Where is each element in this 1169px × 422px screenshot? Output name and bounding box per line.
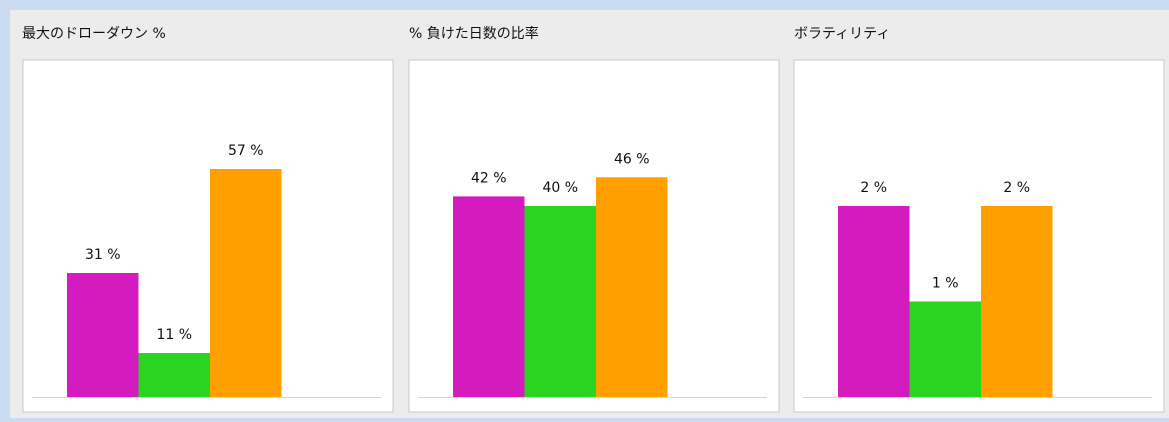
value-label: 2 % <box>860 180 887 196</box>
chart-title: 最大のドローダウン % <box>22 26 166 42</box>
value-label: 1 % <box>932 275 959 291</box>
bar <box>453 196 525 397</box>
bar <box>210 169 282 397</box>
value-label: 46 % <box>614 151 650 167</box>
bar <box>981 205 1053 397</box>
value-label: 42 % <box>471 170 507 186</box>
bar <box>838 205 910 397</box>
bar <box>524 205 596 397</box>
chart-title: ボラティリティ <box>794 26 890 42</box>
value-label: 31 % <box>85 247 121 263</box>
bar <box>909 301 981 397</box>
bar <box>596 177 668 397</box>
bar <box>138 353 210 397</box>
value-label: 11 % <box>156 327 192 343</box>
value-label: 40 % <box>542 180 578 196</box>
value-label: 57 % <box>228 143 264 159</box>
chart-title: % 負けた日数の比率 <box>409 25 539 42</box>
bar <box>67 273 139 397</box>
value-label: 2 % <box>1003 180 1030 196</box>
